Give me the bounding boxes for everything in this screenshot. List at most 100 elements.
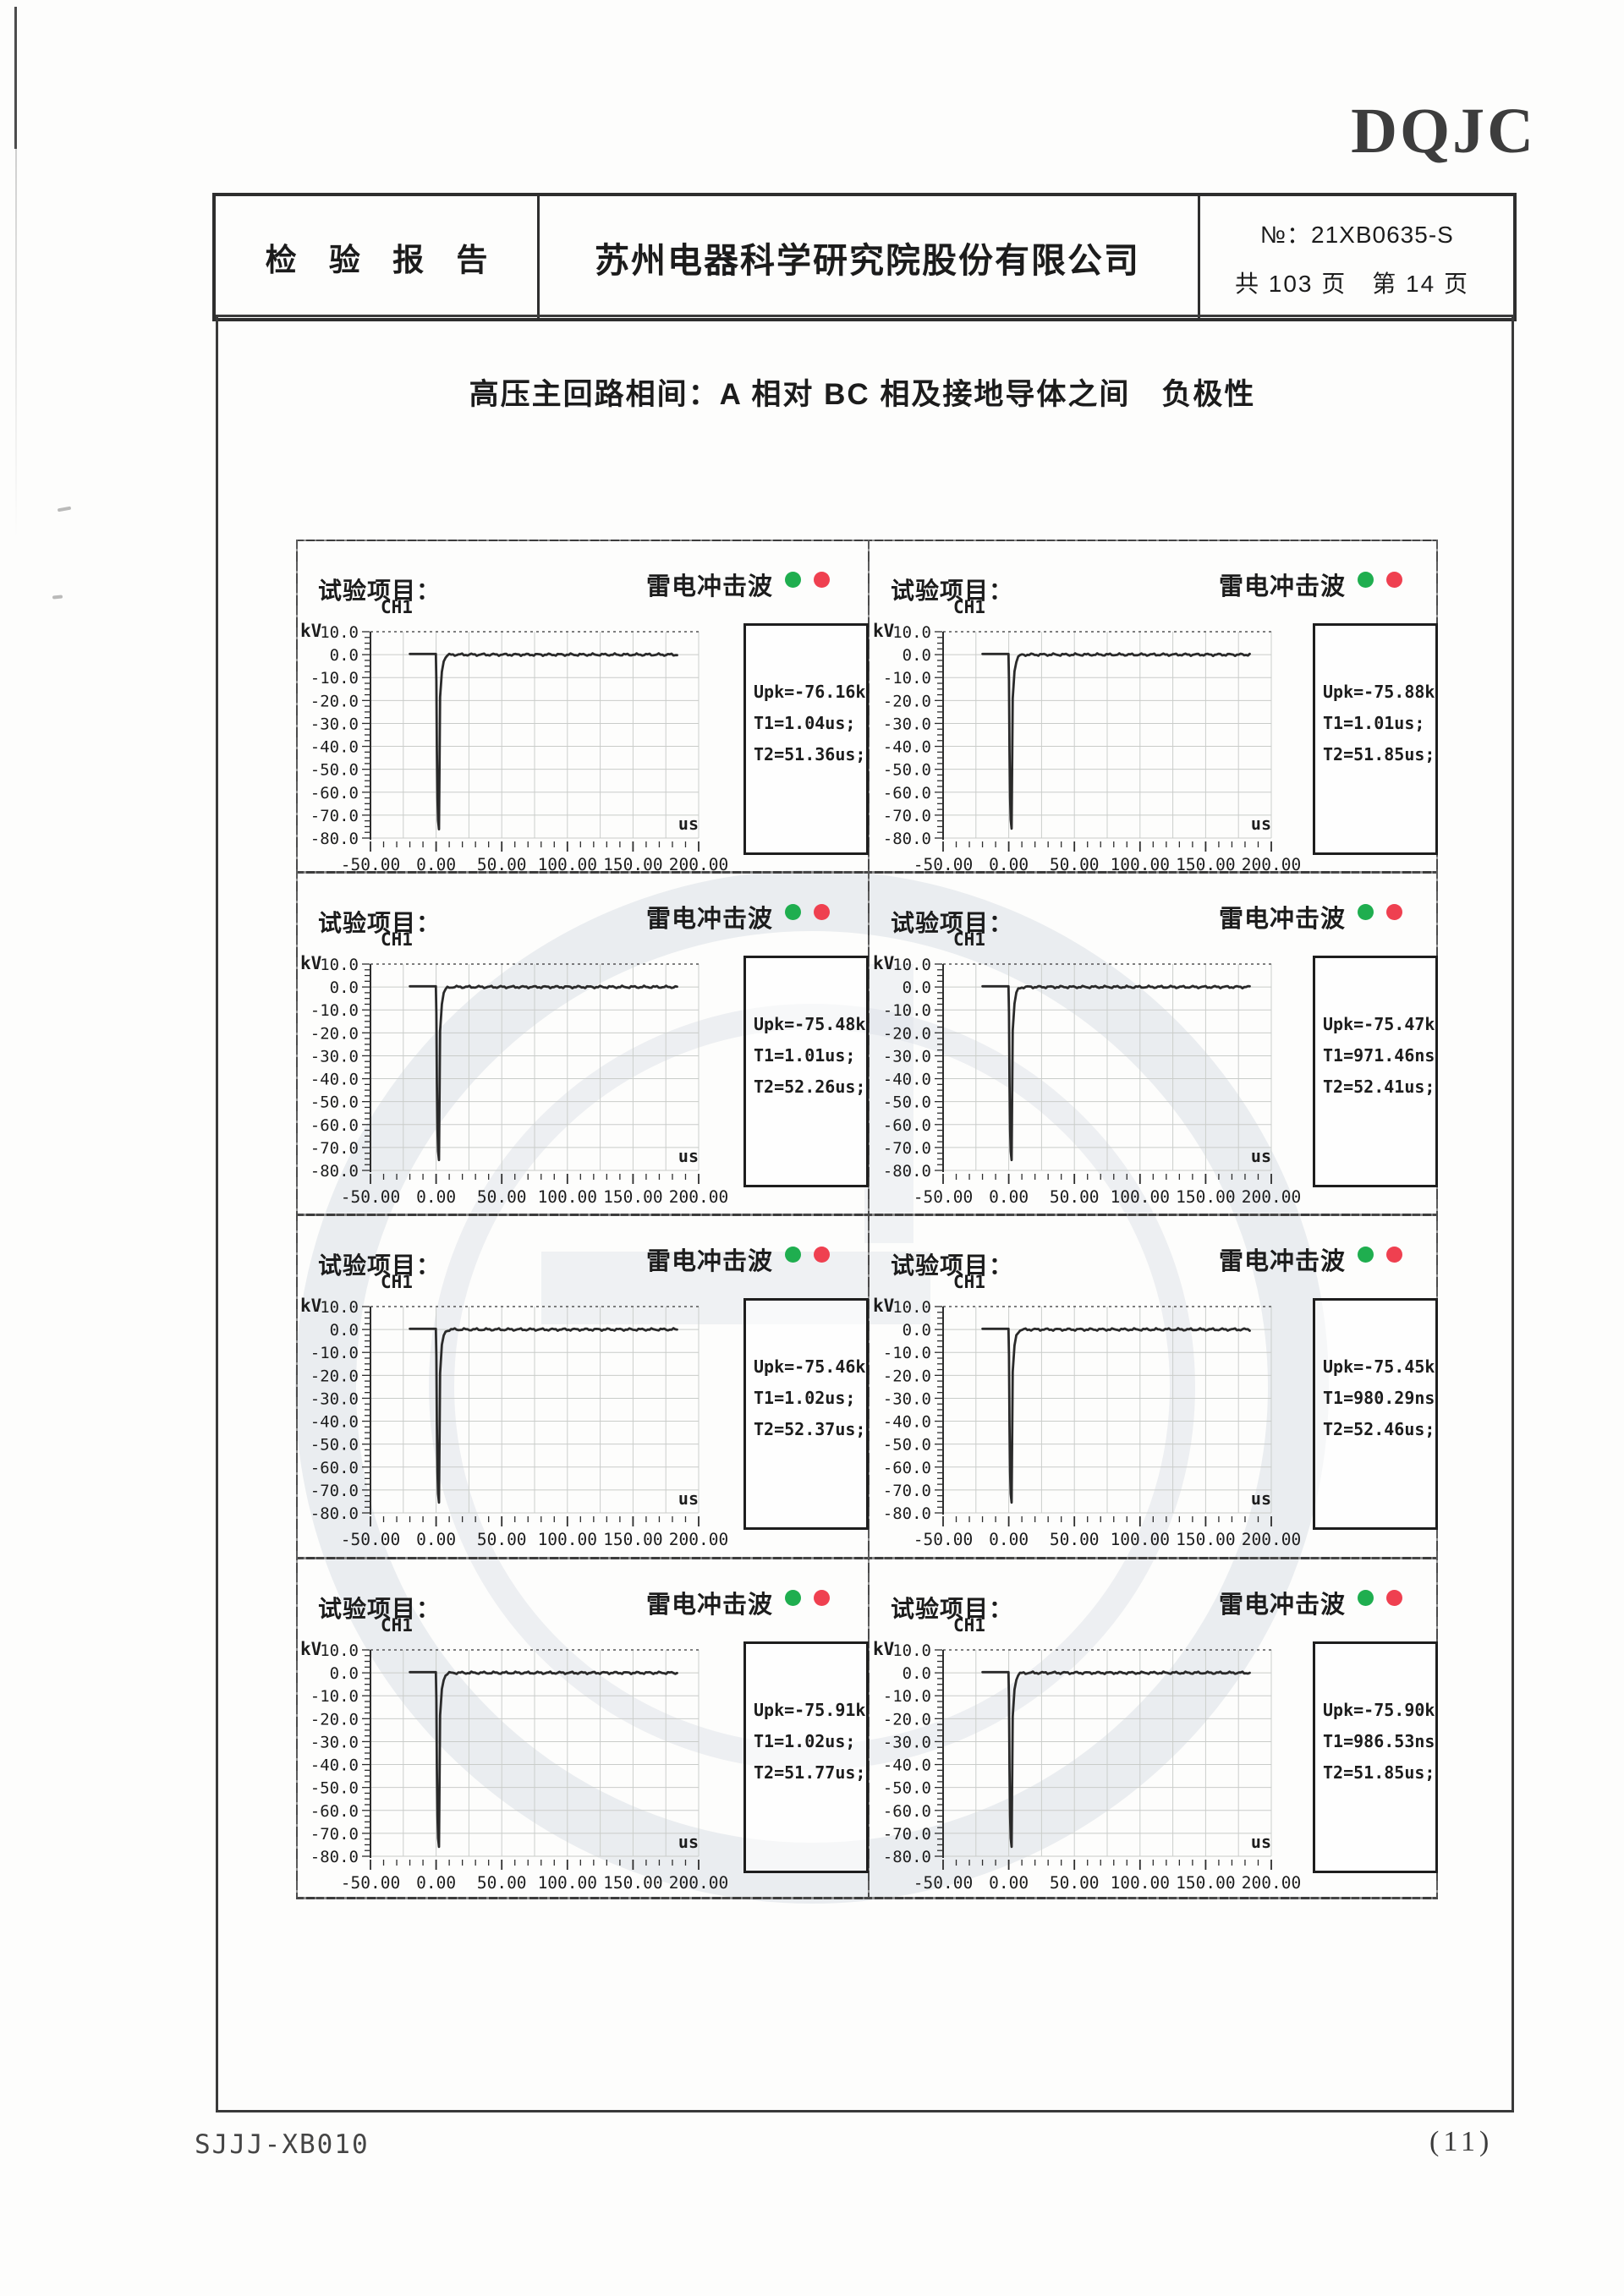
svg-text:-40.0: -40.0 [883, 1756, 931, 1775]
chart-title: 雷电冲击波 [1219, 1592, 1347, 1619]
red-indicator-dot [814, 904, 830, 920]
svg-text:us: us [678, 1146, 699, 1166]
svg-text:0.00: 0.00 [989, 855, 1029, 871]
svg-text:200.00: 200.00 [669, 1530, 728, 1546]
header-divider [537, 196, 540, 318]
svg-text:-10.0: -10.0 [883, 1001, 931, 1020]
measurement-box: Upk=-75.90kV; T1=986.53ns; T2=51.85us; [1313, 1641, 1438, 1873]
red-indicator-dot [814, 1247, 830, 1263]
test-item-label: 试验项目： [891, 1252, 1014, 1279]
svg-text:-60.0: -60.0 [883, 1802, 931, 1821]
svg-text:-20.0: -20.0 [883, 1710, 931, 1729]
impulse-chart-panel-8: 试验项目： 雷电冲击波 CH1 kV 10.0 0.0 -10.0 -20.0 -30.… [869, 1559, 1438, 1897]
measurement-box: Upk=-76.16kV; T1=1.04us; T2=51.36us; [743, 623, 869, 855]
measurement-box: Upk=-75.48kV; T1=1.01us; T2=52.26us; [743, 956, 869, 1187]
page-number: (11) [1429, 2126, 1494, 2157]
svg-text:150.00: 150.00 [603, 1530, 662, 1546]
svg-text:150.00: 150.00 [603, 1873, 662, 1889]
green-indicator-dot [1358, 572, 1374, 588]
svg-text:100.00: 100.00 [1111, 1187, 1170, 1203]
svg-text:-70.0: -70.0 [883, 1139, 931, 1158]
svg-text:-50.00: -50.00 [341, 1873, 400, 1889]
scan-edge-artifact [14, 7, 17, 149]
report-title: 检 验 报 告 [265, 243, 500, 277]
svg-text:10.0: 10.0 [892, 623, 931, 642]
svg-text:100.00: 100.00 [1111, 1530, 1170, 1546]
scan-edge-artifact-fade [15, 149, 17, 538]
t2-value: T2=52.26us; [754, 1077, 866, 1097]
svg-text:-50.00: -50.00 [914, 855, 973, 871]
channel-label: CH1 [953, 1272, 985, 1292]
impulse-chart-panel-6: 试验项目： 雷电冲击波 CH1 kV 10.0 0.0 -10.0 -20.0 -30.… [869, 1216, 1438, 1557]
svg-text:100.00: 100.00 [1111, 855, 1170, 871]
svg-text:-20.0: -20.0 [310, 692, 359, 710]
svg-text:-30.0: -30.0 [310, 1389, 359, 1408]
y-axis-unit-label: kV [873, 621, 895, 641]
svg-text:10.0: 10.0 [892, 1298, 931, 1317]
svg-text:-40.0: -40.0 [310, 1756, 359, 1775]
svg-text:-60.0: -60.0 [310, 1116, 359, 1135]
upk-value: Upk=-75.88kV; [1323, 682, 1438, 702]
green-indicator-dot [785, 572, 801, 588]
svg-text:-80.0: -80.0 [883, 1162, 931, 1181]
svg-text:200.00: 200.00 [669, 1187, 728, 1203]
svg-text:-30.0: -30.0 [883, 1389, 931, 1408]
chart-title: 雷电冲击波 [646, 573, 774, 600]
svg-text:-50.0: -50.0 [883, 1093, 931, 1112]
test-item-label: 试验项目： [891, 578, 1014, 604]
svg-text:0.0: 0.0 [903, 646, 931, 665]
grid-row-divider [296, 871, 1438, 874]
svg-text:-60.0: -60.0 [310, 1802, 359, 1821]
svg-text:us: us [1251, 814, 1271, 834]
svg-text:-80.0: -80.0 [310, 1848, 359, 1866]
svg-text:-70.0: -70.0 [883, 1482, 931, 1500]
impulse-chart-panel-5: 试验项目： 雷电冲击波 CH1 kV 10.0 0.0 -10.0 -20.0 -30.… [296, 1216, 869, 1557]
header-divider [1198, 196, 1200, 318]
green-indicator-dot [785, 1590, 801, 1606]
waveform-plot: 10.0 0.0 -10.0 -20.0 -30.0 -40.0 -50.0 -60.0 -70… [883, 1298, 1301, 1546]
svg-text:-10.0: -10.0 [310, 1687, 359, 1706]
t1-value: T1=1.02us; [754, 1731, 856, 1751]
svg-text:-40.0: -40.0 [310, 738, 359, 757]
svg-text:-40.0: -40.0 [883, 1071, 931, 1089]
svg-text:50.00: 50.00 [1050, 1530, 1100, 1546]
svg-text:-60.0: -60.0 [883, 784, 931, 803]
svg-text:-50.0: -50.0 [883, 761, 931, 780]
svg-text:-80.0: -80.0 [883, 830, 931, 848]
impulse-chart-panel-1: 试验项目： 雷电冲击波 CH1 kV 10.0 0.0 -10.0 -20.0 -30.… [296, 541, 869, 871]
svg-text:200.00: 200.00 [1242, 1873, 1301, 1889]
test-item-label: 试验项目： [318, 578, 442, 604]
impulse-chart-panel-4: 试验项目： 雷电冲击波 CH1 kV 10.0 0.0 -10.0 -20.0 -30.… [869, 874, 1438, 1214]
impulse-chart-panel-7: 试验项目： 雷电冲击波 CH1 kV 10.0 0.0 -10.0 -20.0 -30.… [296, 1559, 869, 1897]
svg-text:0.0: 0.0 [330, 1664, 359, 1683]
measurement-box: Upk=-75.91kV; T1=1.02us; T2=51.77us; [743, 1641, 869, 1873]
svg-text:0.00: 0.00 [416, 1187, 456, 1203]
svg-text:0.0: 0.0 [330, 978, 359, 997]
impulse-chart-panel-2: 试验项目： 雷电冲击波 CH1 kV 10.0 0.0 -10.0 -20.0 -30.… [869, 541, 1438, 871]
svg-text:-30.0: -30.0 [310, 1733, 359, 1751]
svg-text:100.00: 100.00 [538, 855, 597, 871]
svg-text:-30.0: -30.0 [883, 1047, 931, 1066]
svg-text:-10.0: -10.0 [883, 1344, 931, 1362]
svg-text:-50.0: -50.0 [310, 1436, 359, 1455]
report-body-frame [216, 315, 1514, 2112]
svg-text:-10.0: -10.0 [883, 1687, 931, 1706]
upk-value: Upk=-75.46kV, [754, 1356, 869, 1377]
green-indicator-dot [785, 904, 801, 920]
svg-text:-20.0: -20.0 [883, 1367, 931, 1385]
svg-text:0.00: 0.00 [989, 1530, 1029, 1546]
svg-text:us: us [678, 814, 699, 834]
upk-value: Upk=-76.16kV; [754, 682, 869, 702]
upk-value: Upk=-75.91kV; [754, 1700, 869, 1720]
scan-smudge [52, 595, 63, 600]
svg-text:-70.0: -70.0 [310, 1139, 359, 1158]
test-item-label: 试验项目： [891, 910, 1014, 936]
svg-text:0.00: 0.00 [989, 1187, 1029, 1203]
svg-text:0.00: 0.00 [416, 855, 456, 871]
page-count: 共 103 页 第 14 页 [1235, 271, 1469, 297]
t1-value: T1=1.01us; [754, 1045, 856, 1066]
svg-text:10.0: 10.0 [320, 623, 359, 642]
y-axis-unit-label: kV [300, 1296, 322, 1316]
svg-text:-60.0: -60.0 [310, 1459, 359, 1477]
